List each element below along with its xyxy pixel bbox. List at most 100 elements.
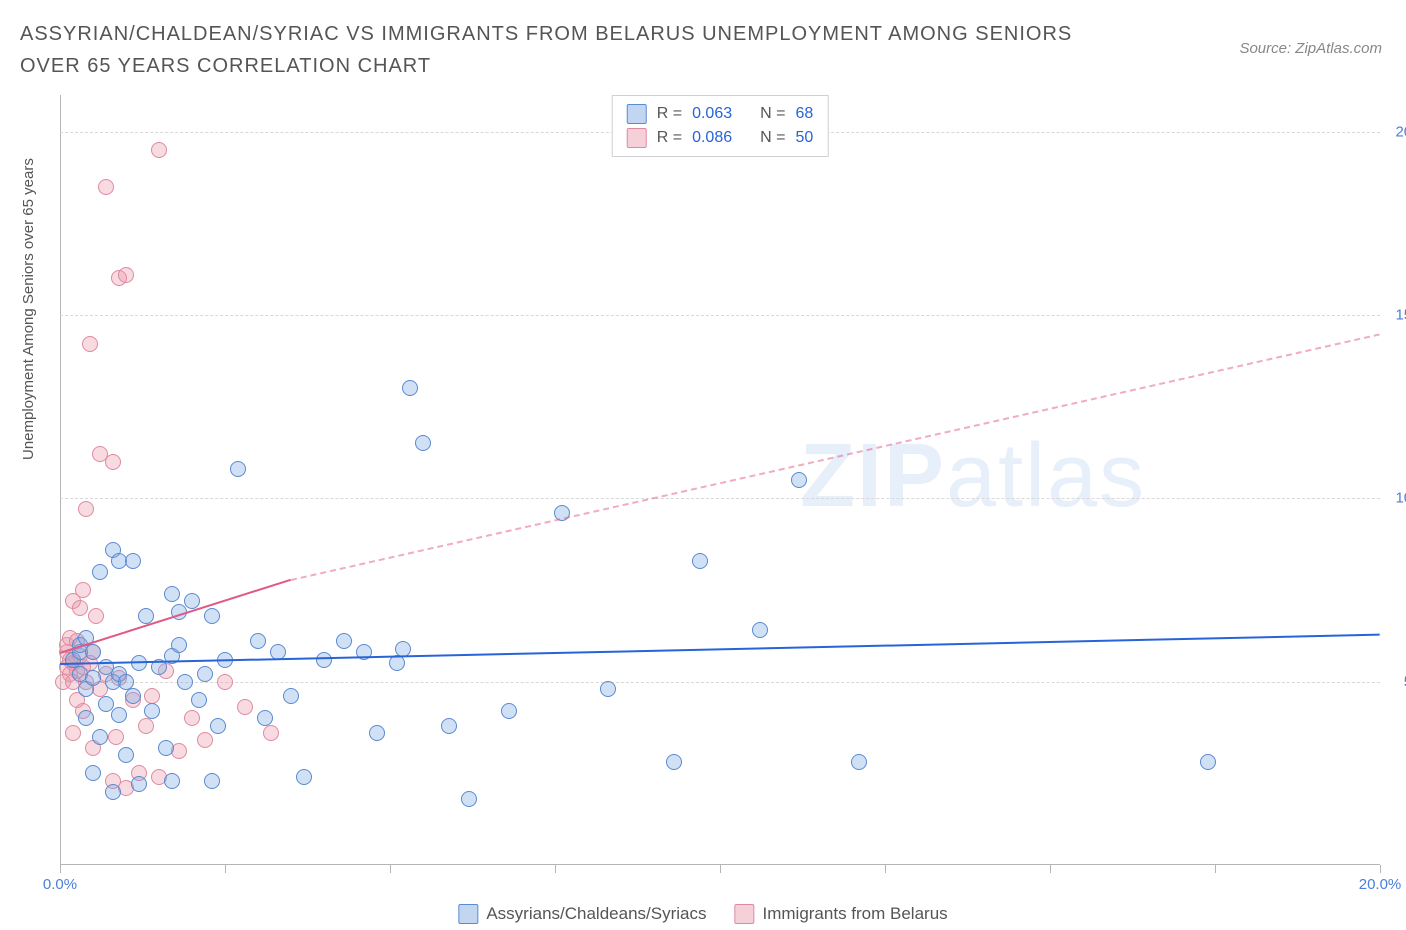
data-point [111, 707, 127, 723]
x-tick [1215, 865, 1216, 873]
data-point [108, 729, 124, 745]
data-point [197, 666, 213, 682]
x-tick [225, 865, 226, 873]
data-point [1200, 754, 1216, 770]
x-tick [1050, 865, 1051, 873]
data-point [257, 710, 273, 726]
watermark-rest: atlas [946, 426, 1146, 526]
data-point [144, 688, 160, 704]
y-axis-label: Unemployment Among Seniors over 65 years [20, 158, 37, 460]
data-point [85, 670, 101, 686]
stat-n-label: N = [760, 129, 785, 147]
data-point [92, 564, 108, 580]
stats-box: R = 0.063 N = 68 R = 0.086 N = 50 [612, 95, 829, 157]
stats-row-pink: R = 0.086 N = 50 [627, 126, 814, 150]
data-point [65, 725, 81, 741]
data-point [369, 725, 385, 741]
data-point [666, 754, 682, 770]
swatch-pink-icon [627, 128, 647, 148]
stat-r-label: R = [657, 129, 682, 147]
data-point [263, 725, 279, 741]
data-point [82, 336, 98, 352]
data-point [92, 729, 108, 745]
x-tick-label: 20.0% [1359, 876, 1402, 893]
data-point [184, 710, 200, 726]
y-tick-label: 10.0% [1395, 490, 1406, 507]
gridline [60, 498, 1380, 499]
data-point [105, 784, 121, 800]
data-point [296, 769, 312, 785]
data-point [177, 674, 193, 690]
legend-item-pink: Immigrants from Belarus [734, 904, 947, 924]
x-tick [555, 865, 556, 873]
stat-n-label: N = [760, 105, 785, 123]
data-point [501, 703, 517, 719]
data-point [118, 747, 134, 763]
data-point [105, 454, 121, 470]
stat-r-blue: 0.063 [692, 105, 732, 123]
trend-line [291, 333, 1380, 581]
data-point [250, 633, 266, 649]
gridline [60, 682, 1380, 683]
legend-swatch-blue-icon [458, 904, 478, 924]
data-point [78, 710, 94, 726]
data-point [791, 472, 807, 488]
data-point [85, 644, 101, 660]
stats-row-blue: R = 0.063 N = 68 [627, 102, 814, 126]
data-point [389, 655, 405, 671]
x-tick [720, 865, 721, 873]
source-attribution: Source: ZipAtlas.com [1239, 40, 1382, 57]
chart-title: ASSYRIAN/CHALDEAN/SYRIAC VS IMMIGRANTS F… [20, 18, 1120, 82]
data-point [75, 582, 91, 598]
data-point [752, 622, 768, 638]
watermark-bold: ZIP [800, 426, 946, 526]
data-point [600, 681, 616, 697]
data-point [72, 600, 88, 616]
data-point [461, 791, 477, 807]
data-point [402, 380, 418, 396]
data-point [118, 267, 134, 283]
x-tick-label: 0.0% [43, 876, 77, 893]
y-tick-label: 20.0% [1395, 123, 1406, 140]
data-point [164, 586, 180, 602]
data-point [125, 553, 141, 569]
data-point [336, 633, 352, 649]
stat-n-pink: 50 [795, 129, 813, 147]
data-point [230, 461, 246, 477]
data-point [851, 754, 867, 770]
legend-swatch-pink-icon [734, 904, 754, 924]
data-point [210, 718, 226, 734]
data-point [78, 501, 94, 517]
data-point [164, 773, 180, 789]
legend-item-blue: Assyrians/Chaldeans/Syriacs [458, 904, 706, 924]
stat-r-label: R = [657, 105, 682, 123]
y-tick-label: 15.0% [1395, 307, 1406, 324]
plot-region: ZIPatlas 5.0%10.0%15.0%20.0%0.0%20.0% [60, 95, 1380, 865]
data-point [88, 608, 104, 624]
data-point [131, 776, 147, 792]
data-point [138, 608, 154, 624]
data-point [441, 718, 457, 734]
x-tick [390, 865, 391, 873]
x-tick [60, 865, 61, 873]
data-point [151, 142, 167, 158]
data-point [197, 732, 213, 748]
y-axis-line [60, 95, 61, 865]
data-point [144, 703, 160, 719]
gridline [60, 315, 1380, 316]
data-point [283, 688, 299, 704]
legend-label-blue: Assyrians/Chaldeans/Syriacs [486, 904, 706, 924]
data-point [415, 435, 431, 451]
stat-n-blue: 68 [795, 105, 813, 123]
legend-label-pink: Immigrants from Belarus [762, 904, 947, 924]
data-point [98, 179, 114, 195]
data-point [204, 773, 220, 789]
bottom-legend: Assyrians/Chaldeans/Syriacs Immigrants f… [458, 904, 947, 924]
data-point [217, 674, 233, 690]
chart-area: ZIPatlas 5.0%10.0%15.0%20.0%0.0%20.0% R … [60, 95, 1380, 865]
data-point [85, 765, 101, 781]
data-point [118, 674, 134, 690]
data-point [125, 688, 141, 704]
data-point [316, 652, 332, 668]
data-point [237, 699, 253, 715]
